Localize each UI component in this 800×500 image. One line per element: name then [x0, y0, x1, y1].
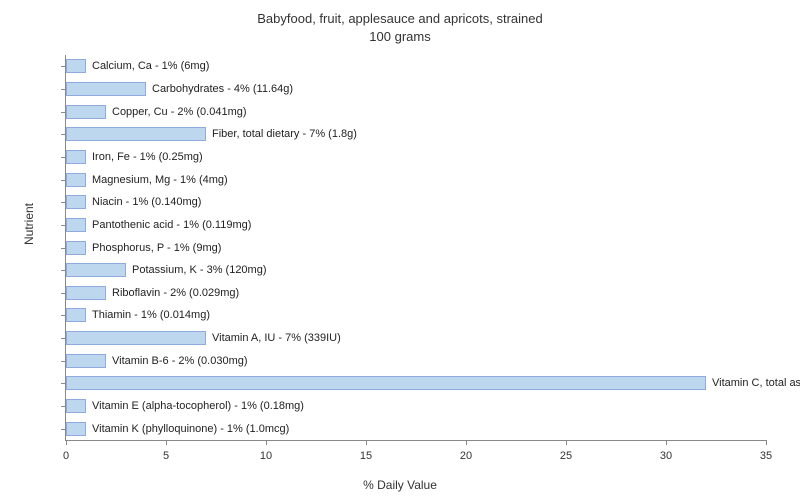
plot-area: Calcium, Ca - 1% (6mg) Carbohydrates - 4%…: [65, 55, 766, 441]
bar-row: Phosphorus, P - 1% (9mg): [66, 241, 766, 255]
bar: [66, 399, 86, 413]
bar-label: Potassium, K - 3% (120mg): [132, 263, 267, 277]
y-tick: [61, 293, 66, 294]
bar-label: Vitamin B-6 - 2% (0.030mg): [112, 354, 248, 368]
bar-label: Thiamin - 1% (0.014mg): [92, 308, 210, 322]
bar-row: Vitamin A, IU - 7% (339IU): [66, 331, 766, 345]
bar-row: Carbohydrates - 4% (11.64g): [66, 82, 766, 96]
bar-row: Vitamin E (alpha-tocopherol) - 1% (0.18m…: [66, 399, 766, 413]
bar-row: Thiamin - 1% (0.014mg): [66, 308, 766, 322]
x-tick: [266, 440, 267, 445]
bar-label: Niacin - 1% (0.140mg): [92, 195, 201, 209]
bar-row: Magnesium, Mg - 1% (4mg): [66, 173, 766, 187]
y-tick: [61, 338, 66, 339]
bar: [66, 82, 146, 96]
x-tick: [766, 440, 767, 445]
x-tick: [366, 440, 367, 445]
nutrient-chart: Babyfood, fruit, applesauce and apricots…: [0, 0, 800, 500]
bar-label: Vitamin E (alpha-tocopherol) - 1% (0.18m…: [92, 399, 304, 413]
bar-row: Iron, Fe - 1% (0.25mg): [66, 150, 766, 164]
y-tick: [61, 383, 66, 384]
bar: [66, 127, 206, 141]
x-tick-label: 5: [163, 450, 169, 462]
bar-label: Iron, Fe - 1% (0.25mg): [92, 150, 203, 164]
bar: [66, 150, 86, 164]
y-tick: [61, 315, 66, 316]
bars-container: Calcium, Ca - 1% (6mg) Carbohydrates - 4%…: [66, 55, 766, 440]
bar-row: Potassium, K - 3% (120mg): [66, 263, 766, 277]
y-tick: [61, 202, 66, 203]
x-tick-label: 0: [63, 450, 69, 462]
bar: [66, 173, 86, 187]
x-tick: [166, 440, 167, 445]
chart-title: Babyfood, fruit, applesauce and apricots…: [0, 0, 800, 45]
y-tick: [61, 134, 66, 135]
bar-row: Vitamin C, total ascorbic acid - 32% (18…: [66, 376, 766, 390]
bar-label: Carbohydrates - 4% (11.64g): [152, 82, 293, 96]
bar-label: Pantothenic acid - 1% (0.119mg): [92, 218, 251, 232]
bar-label: Magnesium, Mg - 1% (4mg): [92, 173, 228, 187]
bar: [66, 241, 86, 255]
bar: [66, 422, 86, 436]
bar: [66, 354, 106, 368]
y-tick: [61, 406, 66, 407]
y-tick: [61, 112, 66, 113]
x-tick-label: 15: [360, 450, 372, 462]
bar: [66, 105, 106, 119]
x-tick-label: 20: [460, 450, 472, 462]
bar-row: Calcium, Ca - 1% (6mg): [66, 59, 766, 73]
y-tick: [61, 429, 66, 430]
bar-label: Calcium, Ca - 1% (6mg): [92, 59, 209, 73]
bar-row: Pantothenic acid - 1% (0.119mg): [66, 218, 766, 232]
bar: [66, 59, 86, 73]
bar: [66, 286, 106, 300]
bar-row: Niacin - 1% (0.140mg): [66, 195, 766, 209]
x-tick: [666, 440, 667, 445]
x-axis-label: % Daily Value: [363, 478, 437, 492]
y-tick: [61, 66, 66, 67]
bar-row: Copper, Cu - 2% (0.041mg): [66, 105, 766, 119]
bar-row: Vitamin B-6 - 2% (0.030mg): [66, 354, 766, 368]
x-tick-label: 10: [260, 450, 272, 462]
bar: [66, 218, 86, 232]
bar-row: Fiber, total dietary - 7% (1.8g): [66, 127, 766, 141]
bar: [66, 331, 206, 345]
bar-label: Copper, Cu - 2% (0.041mg): [112, 105, 247, 119]
x-tick-label: 30: [660, 450, 672, 462]
y-axis-label: Nutrient: [22, 203, 36, 245]
title-line-1: Babyfood, fruit, applesauce and apricots…: [257, 11, 542, 26]
bar-row: Vitamin K (phylloquinone) - 1% (1.0mcg): [66, 422, 766, 436]
bar: [66, 263, 126, 277]
bar: [66, 376, 706, 390]
bar-label: Vitamin A, IU - 7% (339IU): [212, 331, 341, 345]
bar: [66, 308, 86, 322]
y-tick: [61, 361, 66, 362]
x-tick: [566, 440, 567, 445]
bar-label: Fiber, total dietary - 7% (1.8g): [212, 127, 357, 141]
x-tick: [466, 440, 467, 445]
bar-label: Phosphorus, P - 1% (9mg): [92, 241, 221, 255]
y-tick: [61, 270, 66, 271]
x-tick-label: 25: [560, 450, 572, 462]
bar-label: Vitamin K (phylloquinone) - 1% (1.0mcg): [92, 422, 289, 436]
y-tick: [61, 225, 66, 226]
x-tick: [66, 440, 67, 445]
y-tick: [61, 180, 66, 181]
bar: [66, 195, 86, 209]
title-line-2: 100 grams: [369, 29, 430, 44]
bar-label: Riboflavin - 2% (0.029mg): [112, 286, 239, 300]
y-tick: [61, 89, 66, 90]
x-tick-label: 35: [760, 450, 772, 462]
bar-row: Riboflavin - 2% (0.029mg): [66, 286, 766, 300]
bar-label: Vitamin C, total ascorbic acid - 32% (18…: [712, 376, 800, 390]
y-tick: [61, 157, 66, 158]
y-tick: [61, 248, 66, 249]
